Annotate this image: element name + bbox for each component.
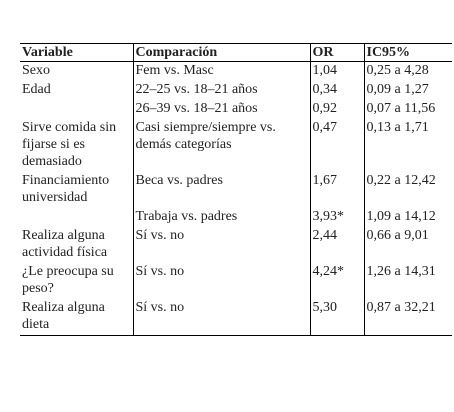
table-cell: 22–25 vs. 18–21 años xyxy=(132,81,310,100)
table-cell: 3,93* xyxy=(309,208,364,227)
table-body: Sexo Fem vs. Masc 1,04 0,25 a 4,28 Edad 22–25… xyxy=(20,61,452,336)
table-row: Sexo Fem vs. Masc 1,04 0,25 a 4,28 xyxy=(20,61,452,81)
table-cell: 0,22 a 12,42 xyxy=(363,172,452,208)
table-row: Edad 22–25 vs. 18–21 años 0,34 0,09 a 1,27 xyxy=(20,81,452,100)
table-cell: 0,09 a 1,27 xyxy=(363,81,452,100)
table-cell: Financiamiento universidad xyxy=(22,173,110,205)
table-row: Financiamiento universidad Beca vs. padre… xyxy=(20,172,452,208)
table-cell: 26–39 vs. 18–21 años xyxy=(132,100,310,119)
table-cell: 0,47 xyxy=(309,119,364,172)
table-cell: 0,07 a 11,56 xyxy=(363,100,452,119)
table-cell: 0,66 a 9,01 xyxy=(363,227,452,263)
table-row: ¿Le preocupa su peso? Sí vs. no 4,24* 1,26 … xyxy=(20,263,452,299)
table-row: 26–39 vs. 18–21 años 0,92 0,07 a 11,56 xyxy=(20,100,452,119)
table-row: Trabaja vs. padres 3,93* 1,09 a 14,12 xyxy=(20,208,452,227)
header-row: Variable Comparación OR IC95% xyxy=(20,43,452,62)
table-cell: Sí vs. no xyxy=(132,299,310,336)
table-row: Realiza alguna actividad física Sí vs. no… xyxy=(20,227,452,263)
table-cell: Realiza alguna dieta xyxy=(20,299,133,336)
table-cell: 1,04 xyxy=(309,61,364,81)
table-cell: 0,25 a 4,28 xyxy=(363,61,452,81)
table-cell: Realiza alguna actividad física xyxy=(22,228,108,260)
table-cell: 0,34 xyxy=(309,81,364,100)
header-cell: IC95% xyxy=(363,43,452,62)
table: Variable Comparación OR IC95% Sexo Fem vs. M… xyxy=(20,43,452,336)
table-cell: Sí vs. no xyxy=(132,227,310,263)
empty-cell xyxy=(20,100,133,119)
table-cell: Edad xyxy=(22,82,51,97)
table-cell: Fem vs. Masc xyxy=(132,61,310,81)
empty-cell xyxy=(20,208,133,227)
table-cell: Sexo xyxy=(22,63,50,78)
table-cell: 0,92 xyxy=(309,100,364,119)
table-cell: 5,30 xyxy=(309,299,364,336)
table-container: Variable Comparación OR IC95% Sexo Fem vs. M… xyxy=(20,43,452,336)
table-cell: Trabaja vs. padres xyxy=(132,208,310,227)
table-row: Sirve comida sin fijarse si es demasiado… xyxy=(20,119,452,172)
table-cell: 4,24* xyxy=(309,263,364,299)
table-cell: Casi siempre/siempre vs. demás categoría… xyxy=(132,119,310,172)
table-cell: 1,09 a 14,12 xyxy=(363,208,452,227)
table-cell: Sirve comida sin fijarse si es demasiado xyxy=(22,120,117,169)
table-cell: Beca vs. padres xyxy=(132,172,310,208)
table-cell: ¿Le preocupa su peso? xyxy=(22,264,114,296)
table-header: Variable Comparación OR IC95% xyxy=(20,43,452,62)
header-cell: Comparación xyxy=(132,43,310,62)
table-cell: 1,26 a 14,31 xyxy=(363,263,452,299)
header-cell: Variable xyxy=(20,43,133,62)
table-row: Realiza alguna dieta Sí vs. no 5,30 0,87 a … xyxy=(20,299,452,336)
table-cell: 2,44 xyxy=(309,227,364,263)
table-cell: 0,87 a 32,21 xyxy=(363,299,452,336)
table-cell: Sí vs. no xyxy=(132,263,310,299)
header-cell: OR xyxy=(309,43,364,62)
table-cell: 1,67 xyxy=(309,172,364,208)
table-cell: 0,13 a 1,71 xyxy=(363,119,452,172)
